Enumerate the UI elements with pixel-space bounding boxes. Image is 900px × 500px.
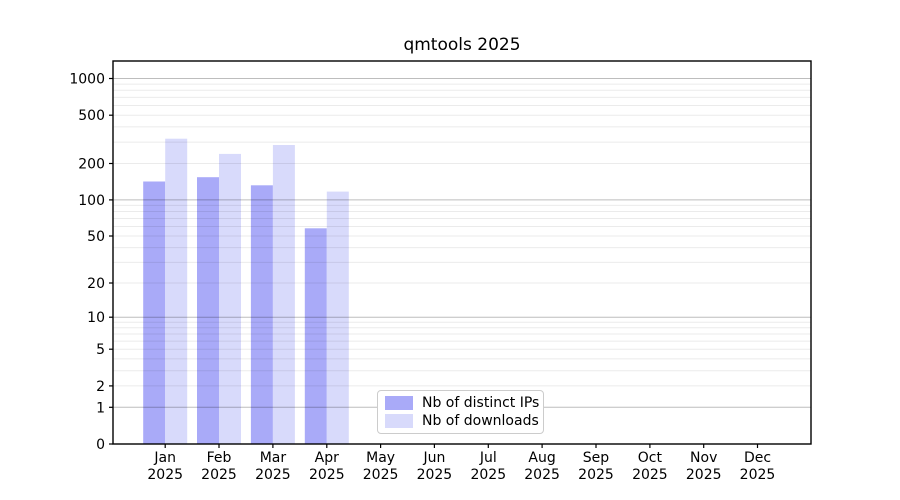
y-tick-label-50: 50	[87, 229, 105, 245]
bar-nb-of-downloads-feb	[219, 153, 241, 444]
legend-row-downloads: Nb of downloads	[385, 414, 539, 428]
x-tick-label-year-feb: 2025	[201, 467, 237, 483]
legend-label-downloads: Nb of downloads	[422, 413, 539, 429]
y-tick-label-2: 2	[96, 379, 105, 395]
y-tick-label-1: 1	[96, 400, 105, 416]
x-tick-label-year-sep: 2025	[578, 467, 614, 483]
legend-swatch-downloads	[385, 414, 413, 428]
chart-title: qmtools 2025	[403, 35, 521, 55]
bar-nb-of-distinct-ips-apr	[304, 228, 327, 444]
x-tick-label-year-oct: 2025	[632, 467, 668, 483]
x-tick-label-month-feb: Feb	[207, 450, 232, 466]
y-tick-label-1000: 1000	[69, 72, 105, 88]
y-tick-label-0: 0	[96, 437, 105, 453]
x-tick-label-year-may: 2025	[363, 467, 399, 483]
x-tick-label-year-mar: 2025	[255, 467, 291, 483]
y-tick-label-500: 500	[78, 108, 105, 124]
x-tick-label-year-jun: 2025	[417, 467, 453, 483]
bar-nb-of-distinct-ips-feb	[197, 177, 219, 444]
x-tick-label-month-apr: Apr	[315, 450, 339, 466]
bar-nb-of-downloads-apr	[326, 191, 349, 444]
bar-nb-of-distinct-ips-jan	[143, 181, 166, 444]
legend-row-distinct-ips: Nb of distinct IPs	[385, 396, 539, 410]
plot-border	[112, 60, 812, 445]
x-tick-label-month-may: May	[366, 450, 395, 466]
x-tick-label-year-aug: 2025	[524, 467, 560, 483]
x-tick-label-month-jan: Jan	[153, 450, 176, 466]
legend-label-distinct-ips: Nb of distinct IPs	[422, 395, 540, 411]
x-tick-label-year-dec: 2025	[740, 467, 776, 483]
y-tick-label-200: 200	[78, 157, 105, 173]
x-tick-label-year-apr: 2025	[309, 467, 345, 483]
bar-nb-of-downloads-mar	[272, 145, 295, 444]
x-tick-label-month-jul: Jul	[479, 450, 497, 466]
x-tick-label-month-mar: Mar	[260, 450, 287, 466]
x-tick-label-month-dec: Dec	[744, 450, 771, 466]
y-tick-label-5: 5	[96, 342, 105, 358]
x-tick-label-year-jan: 2025	[147, 467, 183, 483]
y-tick-label-100: 100	[78, 193, 105, 209]
bar-nb-of-distinct-ips-mar	[250, 185, 273, 445]
legend: Nb of distinct IPs Nb of downloads	[377, 390, 544, 434]
x-tick-label-month-aug: Aug	[528, 450, 555, 466]
bar-nb-of-downloads-jan	[165, 138, 188, 444]
x-tick-label-month-sep: Sep	[583, 450, 610, 466]
x-tick-label-month-nov: Nov	[690, 450, 717, 466]
x-tick-label-year-nov: 2025	[686, 467, 722, 483]
y-tick-label-20: 20	[87, 276, 105, 292]
y-tick-label-10: 10	[87, 310, 105, 326]
x-tick-label-month-oct: Oct	[638, 450, 663, 466]
x-tick-label-year-jul: 2025	[470, 467, 506, 483]
x-tick-label-month-jun: Jun	[422, 450, 445, 466]
legend-swatch-distinct-ips	[385, 396, 413, 410]
